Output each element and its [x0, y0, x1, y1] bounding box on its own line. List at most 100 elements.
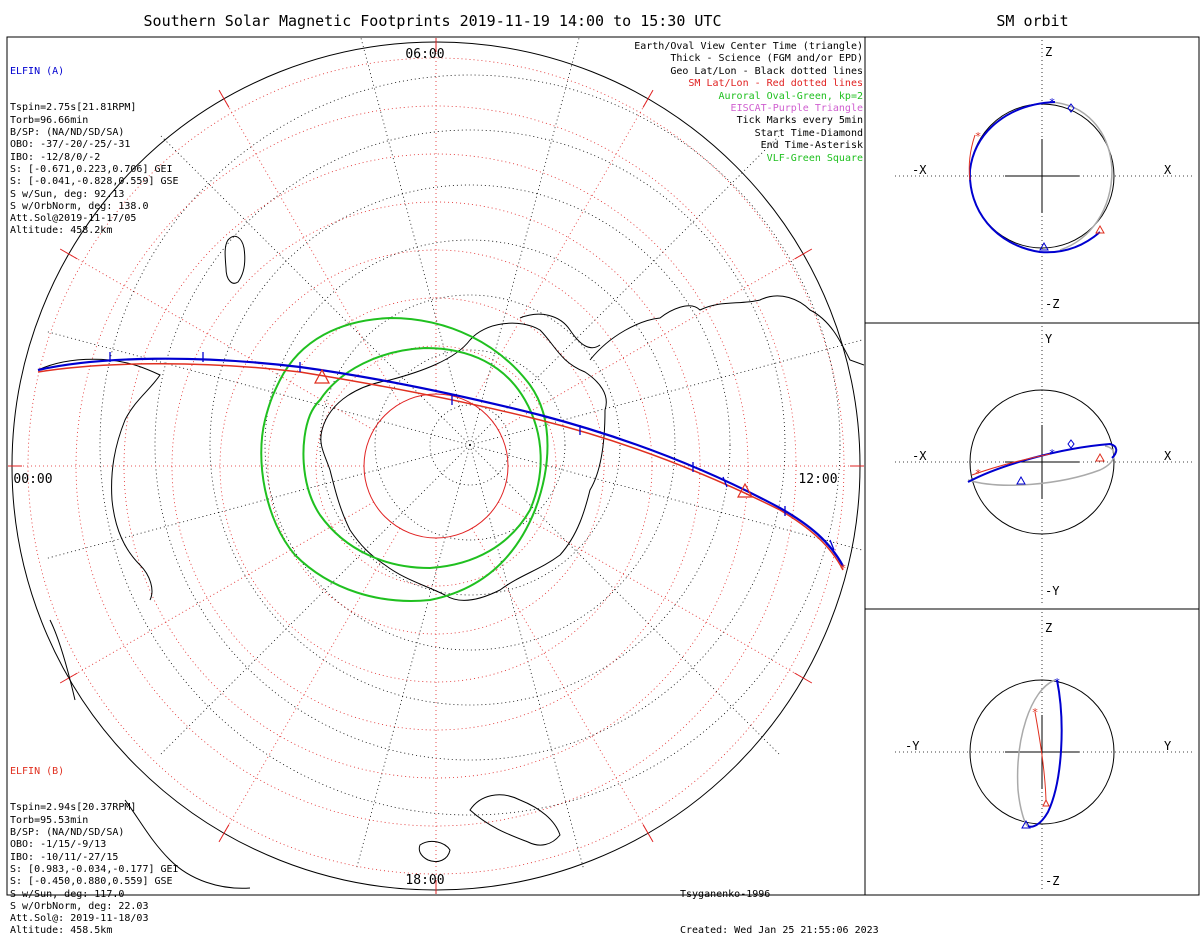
geo-lon-line — [44, 444, 471, 560]
elfin-b-orbit-2 — [971, 453, 1051, 476]
view-center-triangle-b — [736, 482, 754, 498]
axis-label-3-hpos: Y — [1164, 739, 1172, 753]
sm-orbit-title: SM orbit — [996, 12, 1069, 30]
axis-label-2-vneg: -Y — [1045, 584, 1060, 598]
sm-grid-tick — [794, 248, 813, 260]
end-asterisk: * — [840, 562, 847, 575]
elfin-a-tick-marks — [109, 352, 835, 551]
legend-item: Thick - Science (FGM and/or EPD) — [670, 53, 863, 65]
geo-lon-line — [469, 339, 864, 446]
model-label: Tsyganenko-1996 — [680, 889, 771, 900]
elfin-b-info-line: OBO: -1/15/-9/13 — [10, 839, 107, 851]
legend-item: Start Time-Diamond — [754, 127, 863, 139]
view-center-triangle-a — [313, 368, 331, 384]
elfin-b-info-line: Torb=95.53min — [10, 814, 89, 826]
africa-coast — [37, 358, 161, 601]
legend-item: End Time-Asterisk — [760, 140, 863, 152]
sm-lon-line — [498, 253, 804, 431]
figure-canvas: * 06:00 00:00 12:00 18:00 * * — [6, 36, 1200, 896]
axis-label-1-vpos: Z — [1045, 45, 1052, 59]
elfin-a-info-line: S w/OrbNorm, deg: 138.0 — [10, 200, 149, 212]
axis-label-1-vneg: -Z — [1045, 297, 1059, 311]
earth-circle-3 — [969, 679, 1115, 825]
created-label: Created: Wed Jan 25 21:55:06 2023 — [680, 925, 879, 936]
geo-lat-circle — [374, 349, 566, 541]
sm-panel-xz: * * — [895, 40, 1195, 320]
auroral-oval-outer — [260, 316, 549, 602]
elfin-b-track — [37, 362, 844, 571]
elfin-a-info-line: Att.Sol@2019-11-17/05 — [10, 213, 137, 225]
madagascar — [224, 235, 246, 284]
elfin-a-info-line: S: [-0.041,-0.828,0.559] GSE — [10, 176, 179, 188]
legend-item: SM Lat/Lon - Red dotted lines — [688, 78, 863, 90]
sm-orbit-panels: * * * * — [895, 40, 1195, 892]
elfin-b-info-line: S: [0.983,-0.034,-0.177] GEI — [10, 863, 179, 875]
legend: Earth/Oval View Center Time (triangle) Th… — [634, 41, 863, 165]
elfin-b-info: ELFIN (B) Tspin=2.94s[20.37RPM] Torb=95.5… — [10, 741, 179, 950]
svg-text:*: * — [1049, 447, 1056, 460]
elfin-a-info-line: S: [-0.671,0.223,0.706] GEI — [10, 163, 173, 175]
svg-text:*: * — [1054, 676, 1061, 689]
geo-lon-line — [44, 330, 471, 446]
elfin-a-track — [37, 357, 844, 567]
sm-lon-line — [223, 528, 401, 834]
sm-grid-ticks — [8, 38, 864, 894]
elfin-b-info-line: IBO: -10/11/-27/15 — [10, 851, 119, 863]
prior-orbit-1 — [1049, 101, 1113, 251]
elfin-a-info-line: IBO: -12/8/0/-2 — [10, 151, 101, 163]
svg-text:*: * — [1049, 96, 1056, 109]
prior-orbit-3 — [1016, 679, 1056, 827]
geo-lon-line — [360, 38, 471, 446]
sm-panel-xy: * * — [895, 326, 1195, 606]
elfin-b-info-line: S: [-0.450,0.880,0.559] GSE — [10, 876, 173, 888]
elfin-b-orbit-1 — [968, 134, 976, 181]
australia-coast — [49, 619, 251, 889]
credit: Tsyganenko-1996 Created: Wed Jan 25 21:5… — [680, 865, 879, 949]
antarctica-coast — [320, 322, 607, 601]
sm-lon-line — [68, 253, 374, 431]
antarctic-peninsula — [519, 313, 601, 349]
elfin-b-info-line: S w/Sun, deg: 117.0 — [10, 888, 125, 900]
geo-lon-line — [469, 444, 864, 551]
geo-grid — [44, 38, 864, 871]
sm-grid-tick — [642, 89, 654, 108]
axis-label-2-hpos: X — [1164, 449, 1172, 463]
page-title: Southern Solar Magnetic Footprints 2019-… — [143, 12, 722, 30]
geo-lon-line — [469, 133, 782, 446]
sm-panel-yz: * * — [895, 612, 1195, 892]
elfin-a-info-line: Altitude: 458.2km — [10, 225, 113, 237]
axis-label-1-hpos: X — [1164, 163, 1172, 177]
polar-map: * 06:00 00:00 12:00 18:00 — [8, 38, 864, 894]
mlt-label-right: 12:00 — [798, 472, 837, 487]
geo-lon-line — [158, 444, 471, 757]
geo-lat-circle — [209, 184, 731, 706]
earth-circle-2 — [969, 389, 1115, 535]
sm-grid-tick — [218, 89, 230, 108]
axis-label-3-vneg: -Z — [1045, 874, 1059, 888]
legend-item: Tick Marks every 5min — [736, 115, 863, 127]
sm-grid-tick — [218, 824, 230, 843]
svg-text:*: * — [975, 130, 982, 143]
elfin-a-name: ELFIN (A) — [10, 65, 65, 77]
sm-lon-line — [498, 501, 804, 679]
elfin-b-orbit-3 — [1034, 711, 1047, 801]
elfin-a-orbit-1 — [968, 101, 1101, 254]
sm-grid-tick — [59, 248, 78, 260]
axis-label-3-vpos: Z — [1045, 621, 1052, 635]
sm-grid-tick — [794, 672, 813, 684]
geo-lat-circle — [319, 294, 621, 596]
elfin-b-lines: Tspin=2.94s[20.37RPM] Torb=95.53min B/SP: … — [10, 802, 179, 937]
elfin-a-info-line: S w/Sun, deg: 92.13 — [10, 188, 125, 200]
elfin-a-info: ELFIN (A) Tspin=2.75s[21.81RPM] Torb=96.6… — [10, 41, 179, 250]
south-america-coast — [589, 295, 864, 366]
geo-lat-circle — [264, 239, 676, 651]
elfin-b-info-line: S w/OrbNorm, deg: 22.03 — [10, 900, 149, 912]
prior-orbit-2 — [967, 445, 1115, 486]
auroral-oval-inner — [302, 346, 542, 570]
elfin-b-info-line: Tspin=2.94s[20.37RPM] — [10, 802, 137, 814]
mlt-label-top: 06:00 — [405, 47, 444, 62]
elfin-a-info-line: Torb=96.66min — [10, 114, 89, 126]
geo-lon-line — [469, 444, 585, 871]
elfin-b-name: ELFIN (B) — [10, 765, 65, 777]
axis-label-2-hneg: -X — [912, 449, 927, 463]
